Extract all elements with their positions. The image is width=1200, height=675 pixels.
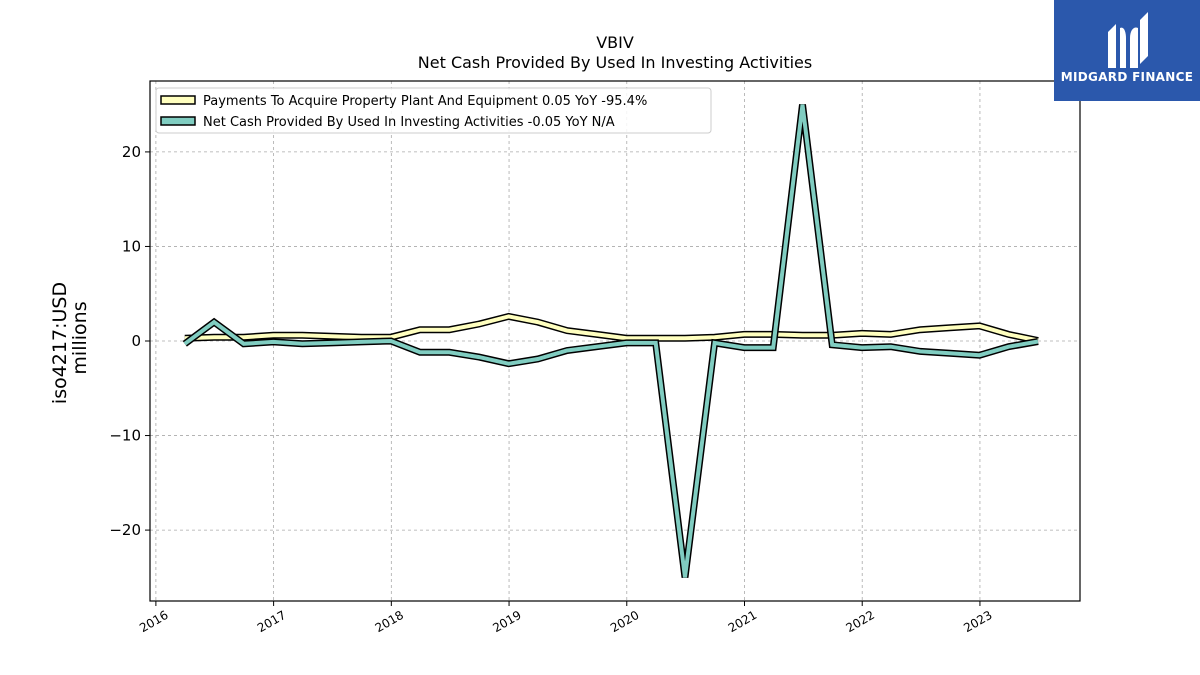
y-tick-label: −10	[109, 427, 141, 445]
y-tick-label: 10	[122, 237, 141, 255]
chart-title: VBIV	[596, 33, 634, 52]
plot-area	[182, 104, 1039, 578]
legend: Payments To Acquire Property Plant And E…	[155, 87, 712, 134]
y-axis-label-unit: iso4217:USD	[49, 282, 71, 404]
x-tick-label: 2021	[726, 608, 759, 635]
legend-label-1: Payments To Acquire Property Plant And E…	[203, 94, 647, 109]
brand-logo: MIDGARD FINANCE	[1054, 0, 1200, 101]
x-tick-label: 2016	[137, 608, 170, 635]
legend-swatch-2	[160, 116, 196, 126]
legend-label-2: Net Cash Provided By Used In Investing A…	[203, 115, 615, 130]
y-tick-label: 0	[131, 332, 141, 350]
x-tick-label: 2017	[255, 608, 288, 635]
brand-logo-text: MIDGARD FINANCE	[1060, 70, 1194, 84]
x-tick-label: 2020	[608, 608, 641, 635]
y-axis-label-scale: millions	[69, 301, 91, 374]
chart-subtitle: Net Cash Provided By Used In Investing A…	[418, 53, 812, 72]
series-2-outline	[182, 104, 1039, 578]
series-2-line	[183, 104, 1039, 578]
x-tick-label: 2023	[961, 608, 994, 635]
brand-logo-icon	[1108, 12, 1148, 68]
x-tick-label: 2019	[490, 608, 523, 635]
x-tick-label: 2018	[373, 608, 406, 635]
legend-box	[155, 87, 712, 134]
y-tick-label: −20	[109, 521, 141, 539]
y-tick-label: 20	[122, 143, 141, 161]
x-tick-label: 2022	[843, 608, 876, 635]
series-1	[184, 312, 1039, 344]
series-2	[182, 104, 1039, 578]
series-1-line	[184, 314, 1039, 343]
legend-swatch-1	[160, 95, 196, 105]
